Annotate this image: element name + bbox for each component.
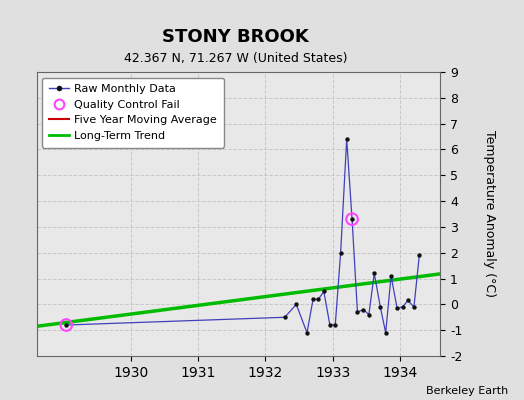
Text: 42.367 N, 71.267 W (United States): 42.367 N, 71.267 W (United States) bbox=[124, 52, 347, 65]
Point bbox=[398, 304, 407, 310]
Point bbox=[62, 322, 70, 328]
Point bbox=[393, 305, 401, 312]
Point bbox=[343, 136, 351, 142]
Point bbox=[309, 296, 317, 302]
Point bbox=[387, 273, 395, 279]
Point bbox=[376, 304, 385, 310]
Text: STONY BROOK: STONY BROOK bbox=[162, 28, 309, 46]
Point bbox=[281, 314, 289, 320]
Point bbox=[353, 309, 362, 315]
Point bbox=[348, 216, 356, 222]
Point bbox=[381, 330, 390, 336]
Point bbox=[62, 322, 70, 328]
Point bbox=[331, 322, 340, 328]
Point bbox=[415, 252, 423, 258]
Point bbox=[348, 216, 356, 222]
Text: Berkeley Earth: Berkeley Earth bbox=[426, 386, 508, 396]
Legend: Raw Monthly Data, Quality Control Fail, Five Year Moving Average, Long-Term Tren: Raw Monthly Data, Quality Control Fail, … bbox=[42, 78, 224, 148]
Point bbox=[292, 301, 300, 308]
Point bbox=[370, 270, 378, 276]
Point bbox=[336, 250, 345, 256]
Point bbox=[326, 322, 334, 328]
Point bbox=[365, 312, 373, 318]
Point bbox=[359, 306, 368, 313]
Point bbox=[314, 296, 323, 302]
Point bbox=[410, 304, 418, 310]
Point bbox=[403, 297, 412, 304]
Point bbox=[303, 330, 311, 336]
Y-axis label: Temperature Anomaly (°C): Temperature Anomaly (°C) bbox=[483, 130, 496, 298]
Point bbox=[320, 288, 328, 295]
